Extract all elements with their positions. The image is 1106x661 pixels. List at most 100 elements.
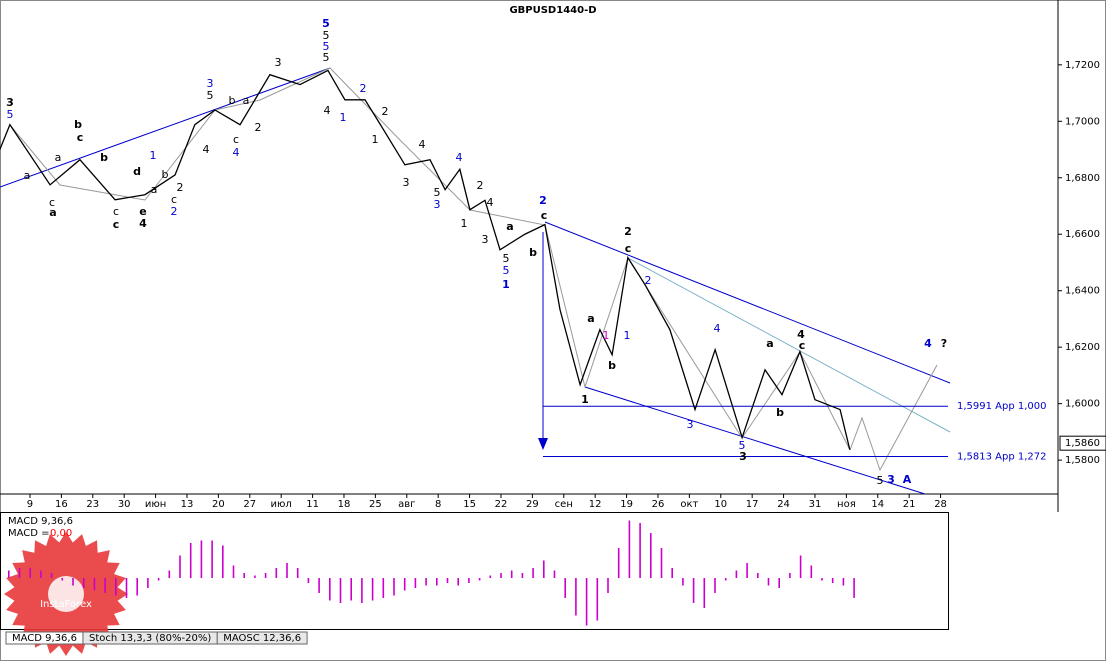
macd-bar bbox=[50, 573, 53, 578]
tab[interactable]: MACD 9,36,6 bbox=[5, 631, 84, 645]
tab[interactable]: Stoch 13,3,3 (80%-20%) bbox=[82, 631, 218, 645]
macd-bar bbox=[125, 578, 128, 598]
wave-label: 4 bbox=[456, 151, 463, 164]
macd-bar bbox=[104, 578, 106, 593]
x-tick-label: 22 bbox=[495, 499, 508, 510]
wave-label: c bbox=[49, 196, 55, 209]
x-tick-label: 17 bbox=[746, 499, 759, 510]
wave-label: 4 bbox=[487, 196, 494, 209]
y-tick-label: 1,7000 bbox=[1065, 116, 1100, 127]
wave-label: 2 bbox=[539, 194, 547, 207]
wave-label: 3 bbox=[275, 56, 282, 69]
macd-bar bbox=[468, 578, 470, 583]
x-tick-label: 30 bbox=[118, 499, 131, 510]
macd-bar bbox=[532, 568, 534, 578]
x-tick-label: 27 bbox=[243, 499, 256, 510]
wave-label: 4 bbox=[797, 328, 805, 341]
macd-bar bbox=[692, 578, 695, 603]
x-tick-label: июн bbox=[145, 499, 166, 510]
macd-bar bbox=[414, 578, 417, 588]
macd-bar bbox=[329, 578, 331, 601]
macd-bar bbox=[211, 540, 213, 578]
wave-label: 3 bbox=[482, 233, 489, 246]
macd-bar bbox=[8, 570, 10, 578]
x-tick-label: 15 bbox=[463, 499, 476, 510]
x-tick-label: 14 bbox=[871, 499, 884, 510]
x-tick-label: 31 bbox=[809, 499, 822, 510]
macd-bar bbox=[61, 578, 64, 581]
macd-bar bbox=[393, 578, 395, 596]
level-label: 1,5813 App 1,272 bbox=[957, 451, 1047, 462]
trend-line bbox=[584, 386, 926, 495]
tab-label: MAOSC 12,36,6 bbox=[223, 633, 301, 644]
x-tick-label: 24 bbox=[777, 499, 790, 510]
x-tick-label: 25 bbox=[369, 499, 382, 510]
macd-bar bbox=[115, 578, 117, 596]
macd-bar bbox=[222, 545, 224, 578]
wave-lines bbox=[0, 67, 951, 495]
macd-bar bbox=[93, 578, 96, 591]
x-tick-label: 28 bbox=[934, 499, 947, 510]
wave-label: e bbox=[139, 205, 146, 218]
wave-label: a bbox=[587, 312, 594, 325]
macd-bar bbox=[671, 568, 673, 578]
wave-label: 4 bbox=[714, 322, 721, 335]
macd-bar bbox=[585, 578, 588, 626]
wave-label: 3 bbox=[687, 418, 694, 431]
tab[interactable]: MAOSC 12,36,6 bbox=[216, 631, 308, 645]
wave-label: c bbox=[625, 242, 632, 255]
wave-label: a bbox=[55, 151, 62, 164]
wave-label: 5 bbox=[434, 186, 441, 199]
macd-bar bbox=[735, 570, 738, 578]
y-tick-label: 1,6200 bbox=[1065, 342, 1100, 353]
price-box bbox=[1059, 435, 1106, 451]
macd-bar bbox=[446, 578, 449, 583]
macd-bar bbox=[564, 578, 566, 598]
macd-bar bbox=[821, 578, 823, 581]
macd-bar bbox=[382, 578, 385, 598]
wave-label: 5 bbox=[323, 51, 330, 64]
x-tick-label: ноя bbox=[837, 499, 856, 510]
x-tick-label: 13 bbox=[181, 499, 194, 510]
macd-bar bbox=[778, 578, 780, 588]
wave-label: 1 bbox=[603, 329, 610, 342]
wave-label: 5 bbox=[877, 474, 884, 487]
chart-title: GBPUSD1440-D bbox=[509, 5, 596, 16]
x-tick-label: 16 bbox=[55, 499, 68, 510]
macd-bar bbox=[254, 575, 256, 578]
wave-label: c bbox=[233, 133, 239, 146]
x-tick-label: 8 bbox=[435, 499, 441, 510]
y-tick-label: 1,7200 bbox=[1065, 60, 1100, 71]
macd-bar bbox=[436, 578, 438, 586]
x-tick-label: 21 bbox=[903, 499, 916, 510]
macd-bar bbox=[575, 578, 577, 616]
logo-text: InstaForex bbox=[40, 599, 92, 610]
macd-bar bbox=[489, 575, 492, 578]
wave-label: a bbox=[151, 183, 158, 196]
x-tick-label: 20 bbox=[212, 499, 225, 510]
macd-bar bbox=[682, 578, 684, 586]
macd-bar bbox=[232, 565, 235, 578]
wave-label: 5 bbox=[323, 40, 330, 53]
wave-label: 4 bbox=[203, 143, 210, 156]
arrow-head bbox=[538, 438, 548, 450]
wave-label: 1 bbox=[150, 149, 157, 162]
x-tick-label: авг bbox=[398, 499, 415, 510]
macd-bar bbox=[179, 555, 181, 578]
wave-label: 1 bbox=[340, 111, 347, 124]
wave-label: 2 bbox=[645, 274, 652, 287]
wave-label: 3 bbox=[6, 96, 14, 109]
wave-label: c bbox=[541, 209, 548, 222]
macd-bar bbox=[703, 578, 706, 608]
wave-label: 1 bbox=[624, 329, 631, 342]
wave-label: a bbox=[243, 94, 250, 107]
wave-label: 2 bbox=[177, 181, 184, 194]
wave-label: 4 bbox=[924, 337, 932, 350]
x-tick-label: сен bbox=[555, 499, 573, 510]
trend-line bbox=[627, 257, 951, 433]
wave-label: b bbox=[529, 246, 537, 259]
macd-bar bbox=[510, 570, 513, 578]
wave-label: 1 bbox=[502, 278, 510, 291]
macd-bar bbox=[553, 570, 556, 578]
macd-bar bbox=[371, 578, 374, 601]
